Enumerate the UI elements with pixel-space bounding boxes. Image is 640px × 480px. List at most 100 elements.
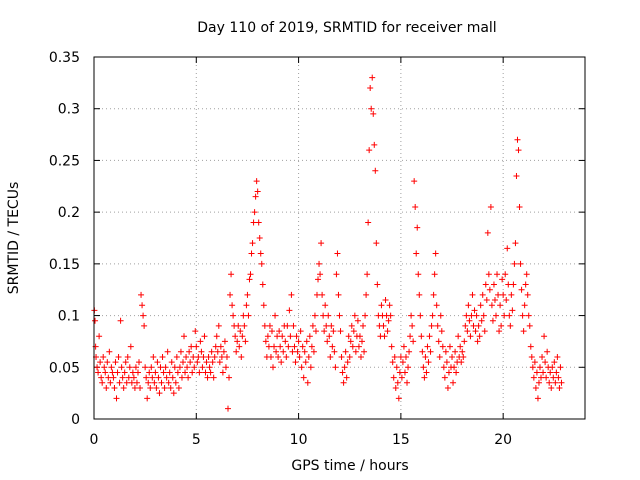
data-point	[468, 312, 475, 319]
data-point	[323, 322, 330, 329]
data-point	[124, 353, 131, 360]
data-point	[483, 297, 490, 304]
data-point	[290, 322, 297, 329]
data-point	[405, 364, 412, 371]
data-point	[439, 343, 446, 350]
data-point	[352, 348, 359, 355]
data-point	[127, 343, 134, 350]
data-point	[364, 271, 371, 278]
data-point	[499, 276, 506, 283]
data-point	[202, 369, 209, 376]
data-point	[322, 302, 329, 309]
data-point	[293, 333, 300, 340]
data-point	[317, 271, 324, 278]
data-point	[341, 364, 348, 371]
data-point	[555, 374, 562, 381]
data-point	[166, 369, 173, 376]
data-point	[369, 74, 376, 81]
data-point	[295, 338, 302, 345]
data-point	[355, 343, 362, 350]
data-point	[114, 369, 121, 376]
data-point	[427, 348, 434, 355]
data-point	[173, 353, 180, 360]
data-point	[207, 369, 214, 376]
data-point	[449, 353, 456, 360]
data-point	[549, 364, 556, 371]
data-point	[94, 364, 101, 371]
data-point	[119, 374, 126, 381]
data-point	[431, 271, 438, 278]
data-point	[234, 338, 241, 345]
data-point	[556, 384, 563, 391]
data-point	[212, 343, 219, 350]
data-point	[344, 359, 351, 366]
data-point	[477, 302, 484, 309]
x-axis-label: GPS time / hours	[291, 458, 408, 474]
data-point	[532, 384, 539, 391]
data-point	[274, 333, 281, 340]
data-point	[118, 364, 125, 371]
data-point	[411, 178, 418, 185]
data-point	[371, 141, 378, 148]
data-point	[266, 322, 273, 329]
data-point	[273, 348, 280, 355]
data-point	[211, 353, 218, 360]
data-point	[517, 260, 524, 267]
data-point	[367, 85, 374, 92]
data-point	[241, 322, 248, 329]
x-axis-ticks: 0 5 10 15 20	[90, 57, 512, 448]
data-point	[500, 291, 507, 298]
data-point	[284, 322, 291, 329]
data-point	[190, 353, 197, 360]
data-point	[206, 364, 213, 371]
data-point	[508, 291, 515, 298]
data-point	[267, 353, 274, 360]
y-tick-label: 0.2	[58, 205, 80, 221]
data-point	[460, 353, 467, 360]
data-point	[404, 379, 411, 386]
data-point	[458, 359, 465, 366]
data-point	[466, 317, 473, 324]
data-point	[336, 312, 343, 319]
data-point	[547, 369, 554, 376]
data-point	[533, 369, 540, 376]
chart-title: Day 110 of 2019, SRMTID for receiver mal…	[197, 20, 496, 36]
data-point	[509, 307, 516, 314]
data-point	[197, 338, 204, 345]
data-point	[205, 353, 212, 360]
data-point	[444, 384, 451, 391]
data-point	[332, 364, 339, 371]
data-point	[361, 348, 368, 355]
data-point	[189, 369, 196, 376]
data-point	[333, 271, 340, 278]
data-point	[374, 281, 381, 288]
data-point	[366, 147, 373, 154]
data-point	[184, 364, 191, 371]
data-point	[424, 343, 431, 350]
data-point	[230, 312, 237, 319]
data-point	[472, 328, 479, 335]
data-point	[400, 343, 407, 350]
data-point	[257, 250, 264, 257]
data-point	[103, 384, 110, 391]
data-point	[238, 353, 245, 360]
data-point	[413, 250, 420, 257]
data-point	[522, 281, 529, 288]
y-tick-label: 0.1	[58, 309, 80, 325]
data-point	[250, 219, 257, 226]
data-point	[484, 229, 491, 236]
data-point	[305, 353, 312, 360]
data-point	[335, 291, 342, 298]
data-point	[481, 328, 488, 335]
data-point	[512, 240, 519, 247]
y-axis-label: SRMTID / TECUs	[6, 182, 22, 295]
data-point	[167, 384, 174, 391]
data-point	[463, 312, 470, 319]
data-point	[337, 328, 344, 335]
y-axis-ticks: 0 0.05 0.1 0.15 0.2 0.25 0.3 0.35	[49, 50, 585, 428]
data-point	[210, 374, 217, 381]
data-point	[539, 353, 546, 360]
data-point	[186, 348, 193, 355]
data-point	[176, 364, 183, 371]
data-point	[157, 364, 164, 371]
